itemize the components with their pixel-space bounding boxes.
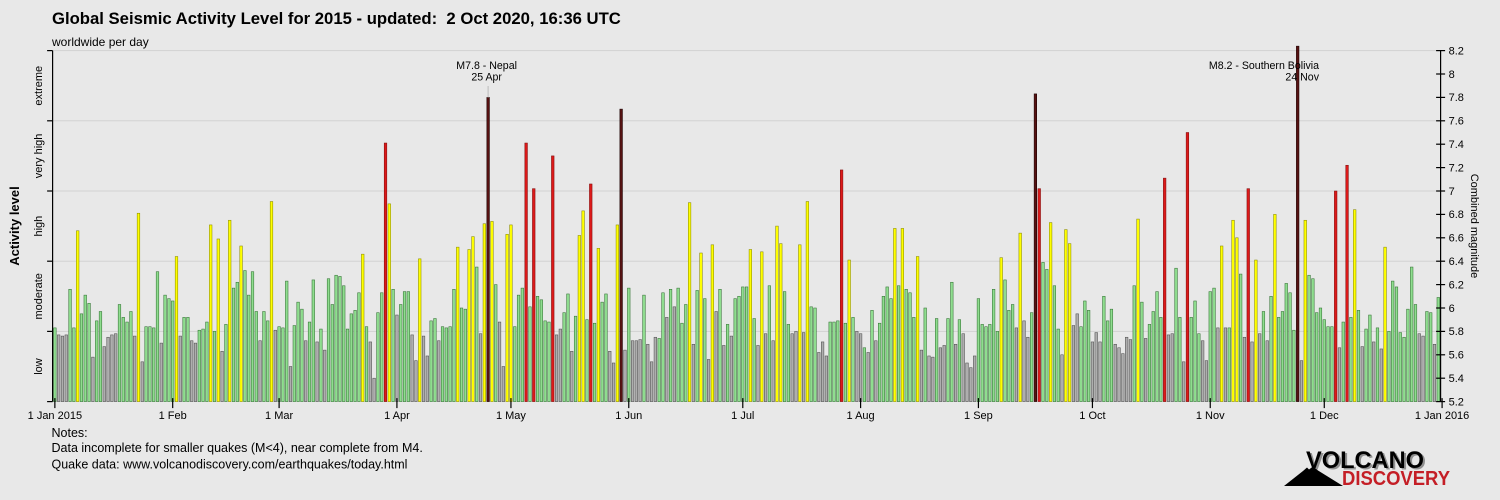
svg-text:VOLCANO: VOLCANO: [1308, 449, 1426, 476]
svg-text:8.2: 8.2: [1449, 45, 1464, 57]
svg-text:Activity level: Activity level: [7, 186, 22, 266]
svg-text:1 Jun: 1 Jun: [615, 410, 642, 422]
svg-text:Combined magnitude: Combined magnitude: [1468, 174, 1480, 279]
svg-text:7.6: 7.6: [1449, 116, 1464, 128]
svg-text:5.8: 5.8: [1449, 326, 1464, 338]
svg-text:M7.8 - Nepal: M7.8 - Nepal: [456, 60, 517, 72]
svg-text:1 Jul: 1 Jul: [731, 410, 754, 422]
svg-text:low: low: [33, 358, 45, 375]
svg-text:7: 7: [1449, 186, 1455, 198]
svg-text:high: high: [33, 216, 45, 237]
svg-text:Notes:: Notes:: [52, 426, 88, 440]
svg-text:6.6: 6.6: [1449, 233, 1464, 245]
svg-text:5.2: 5.2: [1449, 396, 1464, 408]
svg-text:5.4: 5.4: [1449, 373, 1464, 385]
svg-text:worldwide per day: worldwide per day: [51, 35, 149, 49]
svg-text:VOLCANO: VOLCANO: [1306, 447, 1424, 474]
svg-text:1 Nov: 1 Nov: [1196, 410, 1225, 422]
svg-text:1 Mar: 1 Mar: [265, 410, 293, 422]
svg-text:1 Dec: 1 Dec: [1310, 410, 1339, 422]
svg-text:25 Apr: 25 Apr: [471, 72, 502, 84]
svg-text:7.8: 7.8: [1449, 92, 1464, 104]
svg-text:1 Apr: 1 Apr: [384, 410, 410, 422]
svg-text:6.4: 6.4: [1449, 256, 1464, 268]
svg-text:M8.2 - Southern Bolivia: M8.2 - Southern Bolivia: [1209, 60, 1319, 72]
svg-text:very high: very high: [33, 134, 45, 179]
svg-text:moderate: moderate: [33, 273, 45, 319]
svg-text:1 Jan 2016: 1 Jan 2016: [1415, 410, 1469, 422]
svg-text:8: 8: [1449, 69, 1455, 81]
svg-text:1 Oct: 1 Oct: [1079, 410, 1105, 422]
svg-text:6.2: 6.2: [1449, 279, 1464, 291]
svg-text:1 Feb: 1 Feb: [159, 410, 187, 422]
svg-text:extreme: extreme: [33, 66, 45, 106]
svg-text:7.2: 7.2: [1449, 162, 1464, 174]
svg-text:6.8: 6.8: [1449, 209, 1464, 221]
svg-text:1 May: 1 May: [496, 410, 526, 422]
svg-text:Data incomplete for smaller qu: Data incomplete for smaller quakes (M<4)…: [52, 441, 423, 455]
svg-text:7.4: 7.4: [1449, 139, 1464, 151]
svg-text:1 Aug: 1 Aug: [847, 410, 875, 422]
svg-text:1 Sep: 1 Sep: [964, 410, 993, 422]
svg-text:5.6: 5.6: [1449, 350, 1464, 362]
svg-text:6: 6: [1449, 303, 1455, 315]
svg-text:Quake data: www.volcanodiscove: Quake data: www.volcanodiscovery.com/ear…: [52, 458, 408, 472]
svg-text:Global Seismic Activity Level: Global Seismic Activity Level for 2015 -…: [52, 9, 621, 28]
svg-text:DISCOVERY: DISCOVERY: [1342, 468, 1451, 490]
svg-text:1 Jan 2015: 1 Jan 2015: [28, 410, 82, 422]
svg-text:24 Nov: 24 Nov: [1285, 72, 1319, 84]
